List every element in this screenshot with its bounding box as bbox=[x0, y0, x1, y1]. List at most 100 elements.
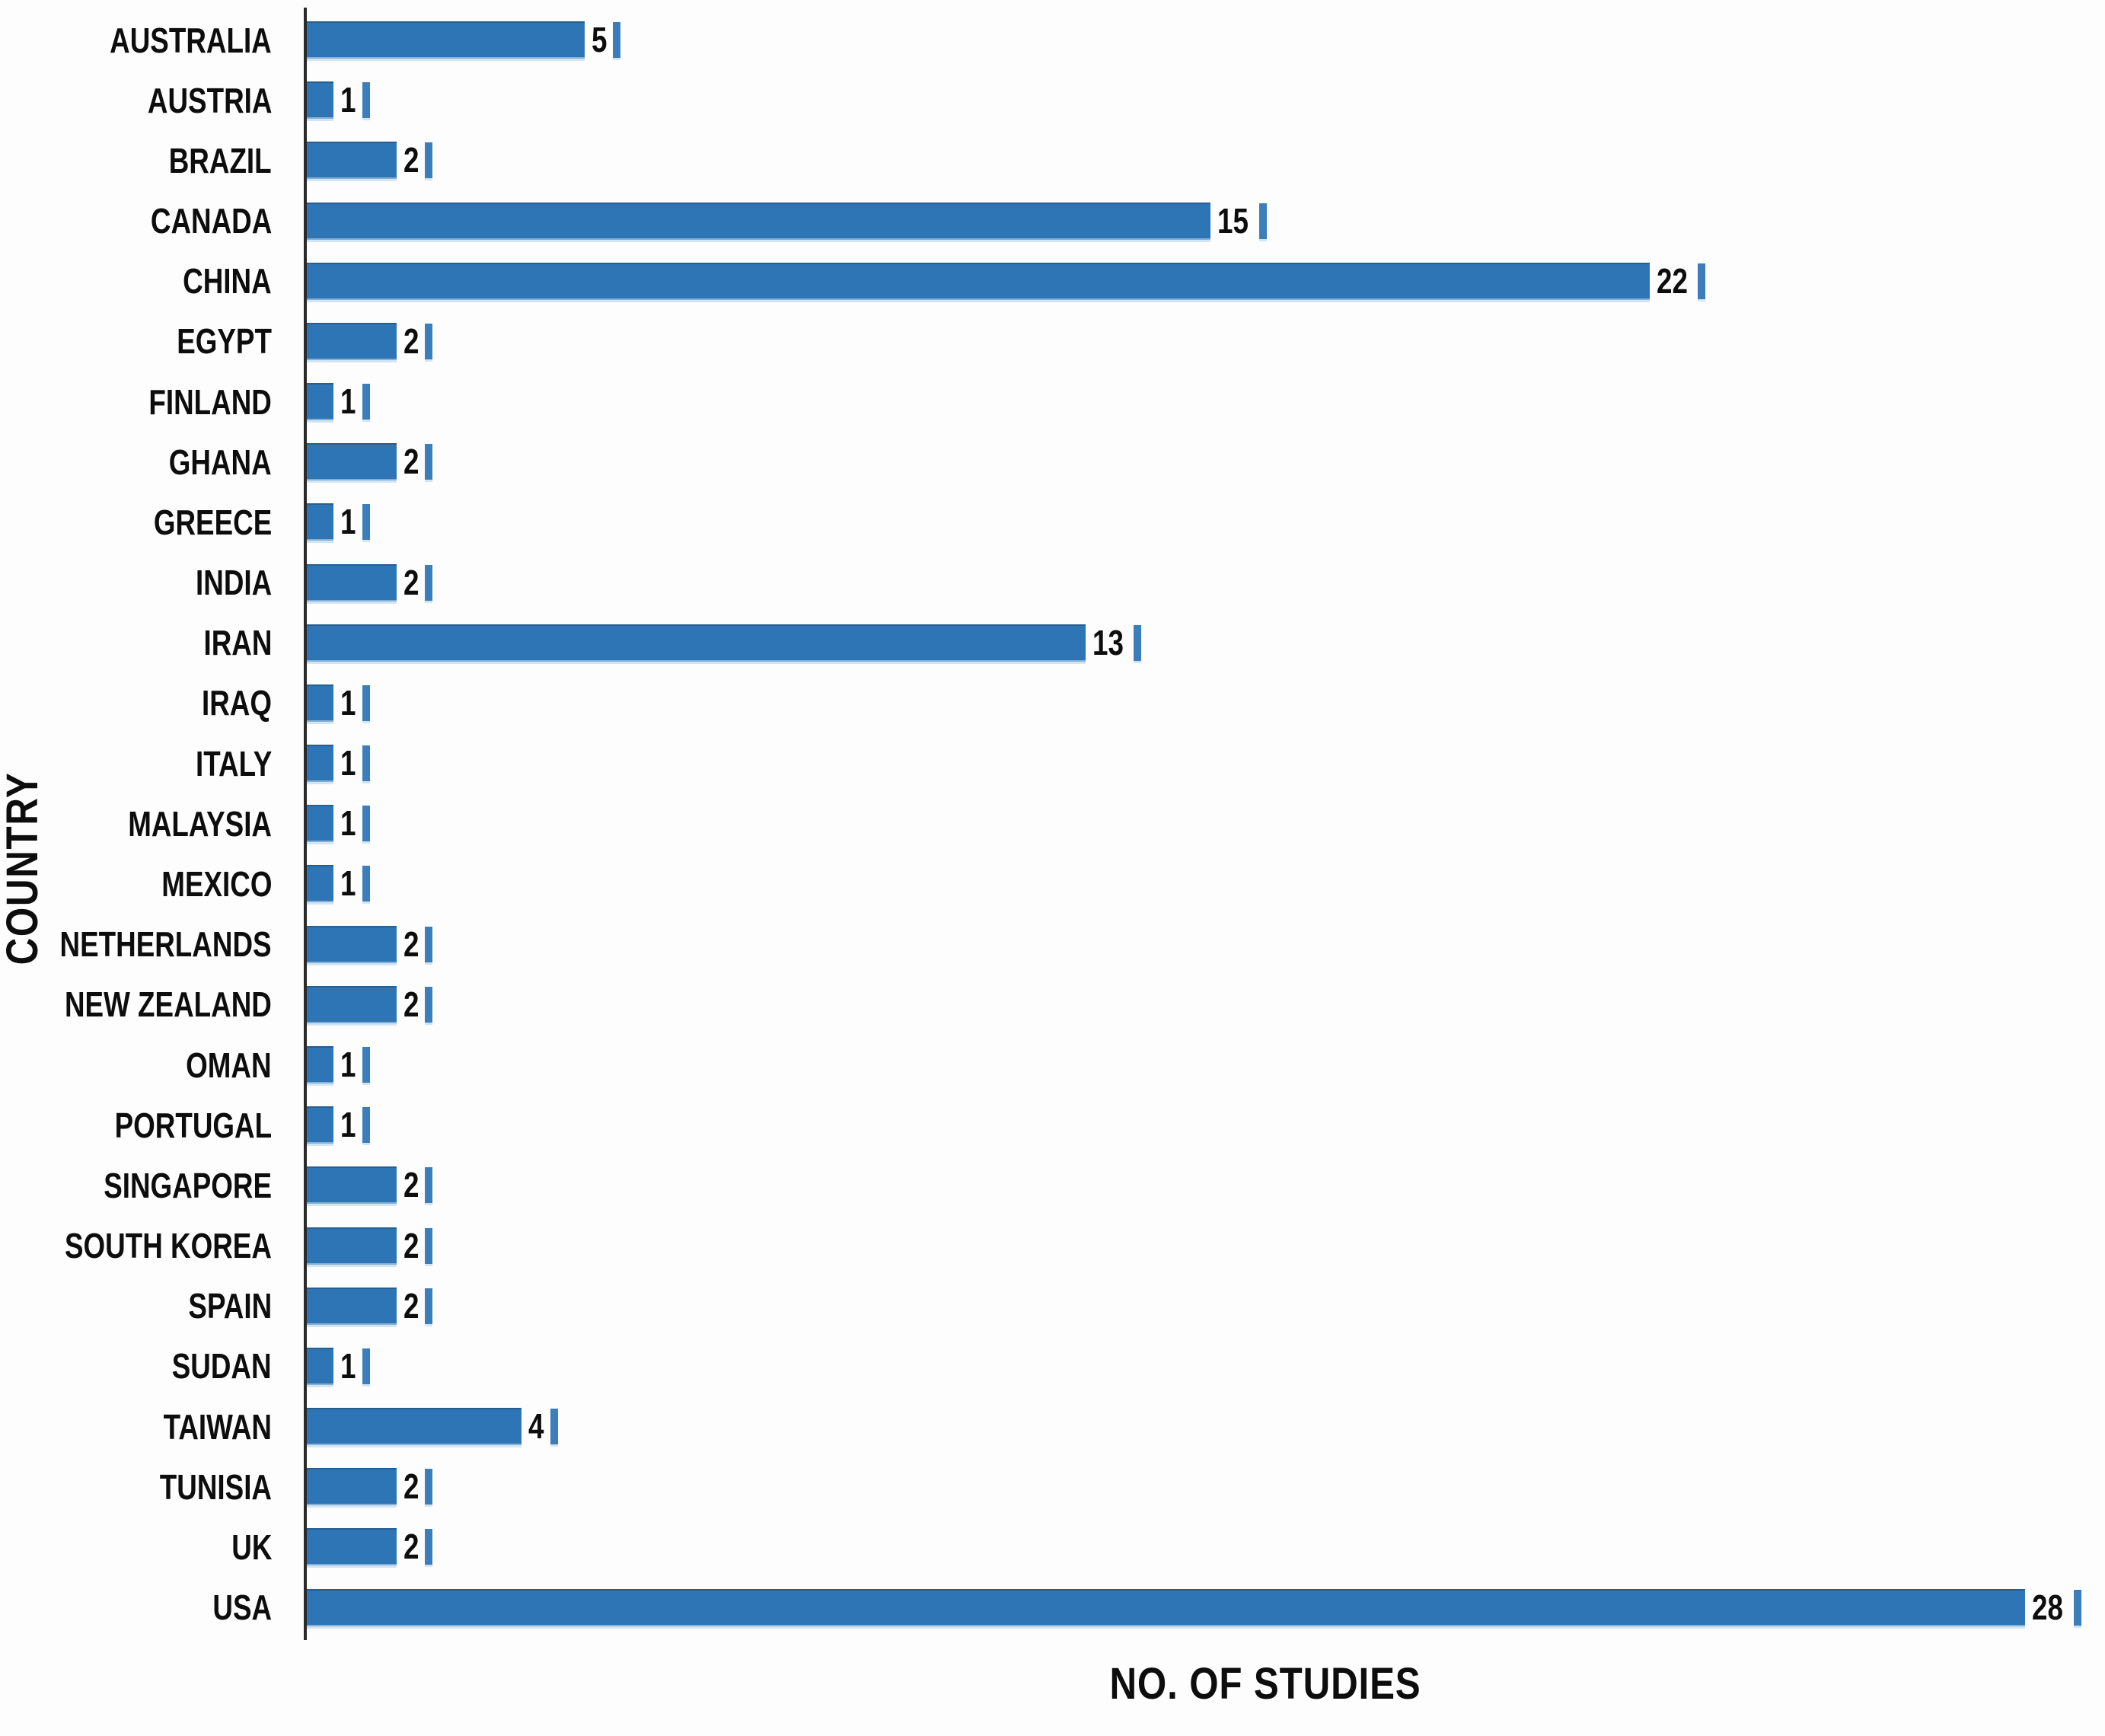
plot-cell: 4 bbox=[304, 1406, 2105, 1447]
bar-row: MALAYSIA 1 bbox=[0, 793, 2105, 854]
plot-cell: 1 bbox=[304, 1046, 2105, 1083]
value-label: 5 bbox=[591, 20, 607, 60]
bar bbox=[307, 322, 397, 360]
bar-row: AUSTRIA 1 bbox=[0, 70, 2105, 130]
plot-cell: 1 bbox=[304, 383, 2105, 421]
value-label: 1 bbox=[340, 502, 356, 542]
country-label: ITALY bbox=[195, 743, 272, 783]
country-label-cell: IRAQ bbox=[0, 685, 304, 720]
country-label: GHANA bbox=[169, 442, 272, 482]
bar-end-tick-icon bbox=[613, 22, 621, 59]
bar-row: CHINA 22 bbox=[0, 251, 2105, 311]
bar bbox=[307, 21, 585, 59]
value-label: 1 bbox=[340, 1105, 356, 1145]
country-label-cell: NEW ZEALAND bbox=[0, 987, 304, 1022]
bar-end-tick-icon bbox=[425, 1529, 433, 1565]
country-label: CHINA bbox=[183, 261, 272, 302]
plot-cell: 22 bbox=[304, 260, 2105, 301]
bar bbox=[307, 624, 1086, 662]
bar-row: IRAQ 1 bbox=[0, 673, 2105, 733]
bar-row: TAIWAN 4 bbox=[0, 1396, 2105, 1457]
plot-cell: 2 bbox=[304, 443, 2105, 481]
bar bbox=[307, 1287, 397, 1325]
bar-rows-container: AUSTRALIA 5 AUSTRIA 1 BRAZIL 2 CANADA 15 CHINA 22… bbox=[0, 10, 2105, 1638]
country-label-cell: UK bbox=[0, 1530, 304, 1565]
value-label: 22 bbox=[1656, 260, 1688, 301]
bar bbox=[307, 1347, 334, 1385]
value-label: 1 bbox=[340, 863, 356, 904]
country-label-cell: SOUTH KOREA bbox=[0, 1228, 304, 1263]
bar-row: NETHERLANDS 2 bbox=[0, 914, 2105, 975]
country-label: SPAIN bbox=[188, 1286, 272, 1326]
bar-end-tick-icon bbox=[425, 1227, 433, 1264]
plot-cell: 1 bbox=[304, 503, 2105, 541]
bar-end-tick-icon bbox=[362, 685, 370, 721]
plot-cell: 1 bbox=[304, 1345, 2105, 1386]
country-label-cell: CANADA bbox=[0, 203, 304, 238]
country-label-cell: AUSTRALIA bbox=[0, 23, 304, 58]
bar-row: OMAN 1 bbox=[0, 1035, 2105, 1095]
bar bbox=[307, 503, 334, 541]
country-label-cell: INDIA bbox=[0, 565, 304, 600]
bar-end-tick-icon bbox=[362, 504, 370, 541]
country-label: OMAN bbox=[186, 1045, 272, 1085]
bar bbox=[307, 745, 334, 783]
bar bbox=[307, 383, 334, 421]
bar-end-tick-icon bbox=[425, 986, 433, 1023]
country-label-cell: GREECE bbox=[0, 505, 304, 540]
country-label: FINLAND bbox=[148, 381, 272, 422]
bar-row: SPAIN 2 bbox=[0, 1276, 2105, 1336]
country-label-cell: SUDAN bbox=[0, 1348, 304, 1383]
country-label-cell: NETHERLANDS bbox=[0, 927, 304, 962]
bar-end-tick-icon bbox=[425, 323, 433, 359]
value-label: 15 bbox=[1217, 200, 1249, 241]
bar bbox=[307, 865, 334, 903]
country-label-cell: PORTUGAL bbox=[0, 1108, 304, 1143]
value-label: 1 bbox=[340, 1345, 356, 1386]
bar bbox=[307, 1528, 397, 1566]
country-label: IRAN bbox=[203, 623, 272, 663]
bar-row: GREECE 1 bbox=[0, 492, 2105, 552]
country-label: EGYPT bbox=[177, 321, 272, 362]
bar bbox=[307, 985, 397, 1023]
value-label: 2 bbox=[403, 1225, 419, 1265]
bar bbox=[307, 142, 397, 180]
plot-cell: 2 bbox=[304, 1166, 2105, 1205]
bar-row: TUNISIA 2 bbox=[0, 1457, 2105, 1517]
country-label: GREECE bbox=[153, 502, 272, 542]
country-label-cell: SINGAPORE bbox=[0, 1168, 304, 1203]
plot-cell: 2 bbox=[304, 563, 2105, 602]
bar bbox=[307, 925, 397, 963]
value-label: 2 bbox=[403, 321, 419, 361]
bar-end-tick-icon bbox=[362, 806, 370, 842]
plot-cell: 2 bbox=[304, 1528, 2105, 1566]
value-label: 2 bbox=[403, 1466, 419, 1507]
country-label-cell: OMAN bbox=[0, 1048, 304, 1083]
bar-row: ITALY 1 bbox=[0, 733, 2105, 793]
country-label: UK bbox=[231, 1527, 272, 1567]
country-label-cell: CHINA bbox=[0, 263, 304, 298]
bar bbox=[307, 563, 397, 602]
bar-row: AUSTRALIA 5 bbox=[0, 10, 2105, 70]
bar-end-tick-icon bbox=[1134, 624, 1142, 661]
country-label: MEXICO bbox=[161, 863, 272, 904]
country-label: TAIWAN bbox=[163, 1406, 272, 1447]
value-label: 1 bbox=[340, 682, 356, 723]
country-label: AUSTRIA bbox=[147, 80, 272, 120]
plot-cell: 1 bbox=[304, 682, 2105, 723]
value-label: 28 bbox=[2032, 1587, 2064, 1627]
value-label: 4 bbox=[528, 1406, 544, 1447]
country-label: SUDAN bbox=[172, 1346, 272, 1387]
bar bbox=[307, 1227, 397, 1265]
value-label: 2 bbox=[403, 924, 419, 964]
bar-row: SUDAN 1 bbox=[0, 1336, 2105, 1396]
value-label: 2 bbox=[403, 1285, 419, 1326]
bar bbox=[307, 1588, 2026, 1626]
country-label-cell: IRAN bbox=[0, 625, 304, 660]
country-label-cell: FINLAND bbox=[0, 385, 304, 420]
country-label: SINGAPORE bbox=[104, 1165, 272, 1205]
country-label-cell: EGYPT bbox=[0, 324, 304, 359]
bar-end-tick-icon bbox=[425, 142, 433, 179]
bar-end-tick-icon bbox=[2073, 1589, 2081, 1626]
